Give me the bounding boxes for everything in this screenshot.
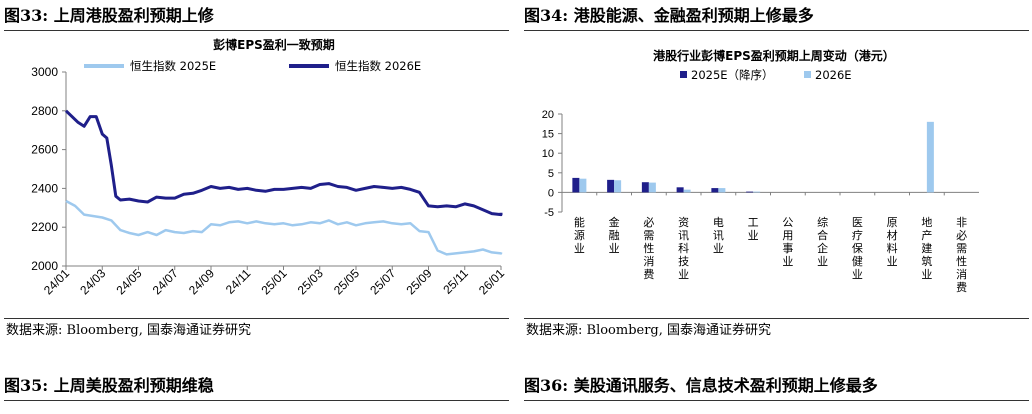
fig33-source-rule xyxy=(4,318,509,319)
sector-y-tick-label: 0 xyxy=(548,187,554,199)
sector-bar-0 xyxy=(746,191,754,193)
sector-eps-bar-chart: 港股行业彭博EPS盈利预期上周变动（港元） 2025E（降序） 2026E -5 0 5 1… xyxy=(542,48,979,294)
hsi-x-tick-label: 24/03 xyxy=(77,266,108,297)
sector-bar-1 xyxy=(683,189,691,193)
sector-bar-1 xyxy=(753,191,761,193)
sector-bar-1 xyxy=(718,188,726,193)
fig35-title-rule xyxy=(4,400,509,401)
sector-category-label: 能源业 xyxy=(574,215,585,255)
fig34-title-rule xyxy=(524,30,1029,31)
hsi-x-tick-label: 25/07 xyxy=(367,266,398,297)
hsi-y-tick-label: 3000 xyxy=(31,65,58,79)
sector-bar-0 xyxy=(607,179,615,193)
sector-bar-1 xyxy=(648,182,656,193)
sector-category-label: 必需性消费 xyxy=(643,216,654,281)
hsi-x-tick-label: 25/11 xyxy=(440,266,471,297)
sector-category-label: 公用事业 xyxy=(782,217,793,268)
sector-y-tick-label: -5 xyxy=(544,207,554,219)
legend-label-1: 2026E xyxy=(815,68,852,82)
sector-y-tick-label: 10 xyxy=(542,148,554,160)
hsi-x-tick-label: 25/05 xyxy=(331,266,362,297)
hsi-y-tick-label: 2400 xyxy=(31,181,58,195)
hsi-series-line-0 xyxy=(65,199,503,256)
legend-label-0: 恒生指数 2025E xyxy=(130,59,216,73)
hsi-y-tick-label: 2000 xyxy=(31,259,58,273)
sector-category-label: 资讯科技业 xyxy=(678,216,689,281)
fig33-title-rule xyxy=(4,30,509,31)
sector-y-tick-label: 15 xyxy=(542,129,554,141)
sector-chart-title: 港股行业彭博EPS盈利预期上周变动（港元） xyxy=(653,48,895,63)
sector-category-label: 工业 xyxy=(748,217,759,242)
sector-category-label: 原材料业 xyxy=(887,217,898,268)
fig33-title: 图33: 上周港股盈利预期上修 xyxy=(4,6,214,25)
legend-swatch-0 xyxy=(680,71,687,78)
fig34-source: 数据来源: Bloomberg, 国泰海通证券研究 xyxy=(526,323,772,338)
sector-category-label: 金融业 xyxy=(609,215,620,255)
sector-category-label: 地产建筑业 xyxy=(921,216,932,281)
sector-y-tick-label: 20 xyxy=(542,109,554,121)
hsi-x-tick-label: 25/03 xyxy=(295,266,326,297)
hsi-x-tick-label: 24/07 xyxy=(150,266,181,297)
fig36-title-rule xyxy=(524,400,1029,401)
sector-bar-0 xyxy=(572,177,580,193)
hsi-chart-title: 彭博EPS盈利一致预期 xyxy=(213,37,335,52)
hsi-x-tick-label: 25/01 xyxy=(258,266,289,297)
legend-label-1: 恒生指数 2026E xyxy=(335,59,421,73)
hsi-x-tick-label: 24/11 xyxy=(223,266,254,297)
hsi-x-tick-label: 24/09 xyxy=(186,266,217,297)
sector-bar-0 xyxy=(641,182,649,193)
sector-category-label: 综合企业 xyxy=(817,215,828,268)
hsi-y-tick-label: 2200 xyxy=(31,220,58,234)
legend-label-0: 2025E（降序） xyxy=(691,68,774,82)
sector-bar-1 xyxy=(614,180,622,193)
fig33-source: 数据来源: Bloomberg, 国泰海通证券研究 xyxy=(6,323,252,338)
sector-category-label: 非必需性消费 xyxy=(956,216,967,294)
fig35-title: 图35: 上周美股盈利预期维稳 xyxy=(4,376,214,395)
sector-bar-1 xyxy=(579,178,587,193)
sector-y-tick-label: 5 xyxy=(548,168,554,180)
fig36-title: 图36: 美股通讯服务、信息技术盈利预期上修最多 xyxy=(524,376,878,395)
hsi-y-tick-label: 2800 xyxy=(31,104,58,118)
sector-bar-0 xyxy=(711,188,719,193)
hsi-x-tick-label: 24/05 xyxy=(113,266,144,297)
sector-bar-0 xyxy=(676,187,684,193)
hsi-y-tick-label: 2600 xyxy=(31,143,58,157)
hsi-series-line-1 xyxy=(64,109,503,217)
hsi-x-tick-label: 26/01 xyxy=(476,266,507,297)
sector-category-label: 电讯业 xyxy=(713,216,724,255)
fig34-source-rule xyxy=(524,318,1029,319)
fig34-title: 图34: 港股能源、金融盈利预期上修最多 xyxy=(524,6,814,25)
legend-swatch-1 xyxy=(804,71,811,78)
sector-category-label: 医疗保健业 xyxy=(852,217,863,281)
sector-bar-1 xyxy=(926,121,934,193)
hsi-x-tick-label: 25/09 xyxy=(403,266,434,297)
